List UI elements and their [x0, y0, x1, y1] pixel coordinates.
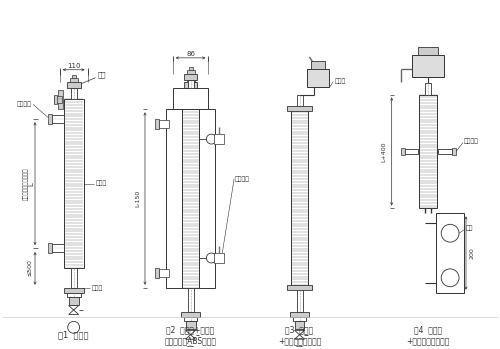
Text: 圖1  基本型: 圖1 基本型 [58, 331, 89, 340]
Bar [420, 95, 437, 208]
Bar [72, 75, 76, 78]
Bar [52, 115, 64, 123]
Bar [166, 109, 216, 288]
Text: 浮子: 浮子 [466, 225, 473, 231]
Bar [58, 90, 63, 109]
Bar [188, 67, 192, 70]
Bar [159, 269, 169, 277]
Bar [186, 321, 196, 329]
Text: 安裝法蘭: 安裝法蘭 [464, 139, 479, 144]
Text: 顯示器: 顯示器 [96, 181, 106, 186]
Bar [452, 148, 456, 155]
Bar [296, 288, 302, 312]
Bar [294, 321, 304, 329]
Bar [188, 75, 192, 78]
Bar [184, 74, 198, 80]
Circle shape [441, 269, 459, 287]
Text: 連接法蘭: 連接法蘭 [17, 102, 32, 107]
Circle shape [441, 224, 459, 242]
Bar [286, 285, 312, 290]
Bar [400, 148, 404, 155]
Circle shape [184, 346, 196, 349]
Circle shape [68, 321, 80, 333]
Bar [292, 318, 306, 321]
Text: 管體: 管體 [98, 72, 106, 78]
Bar [64, 99, 84, 268]
Bar [312, 61, 326, 69]
Bar [426, 83, 432, 95]
Bar [436, 213, 464, 293]
Bar [48, 243, 52, 253]
Circle shape [206, 253, 216, 263]
Bar [188, 88, 194, 109]
Polygon shape [68, 305, 78, 310]
Bar [172, 88, 208, 109]
Bar [70, 88, 76, 99]
Bar [66, 293, 80, 297]
Bar [188, 288, 194, 312]
Bar [182, 109, 200, 288]
Bar [214, 253, 224, 263]
Polygon shape [68, 310, 78, 314]
Polygon shape [294, 335, 304, 339]
Bar [54, 95, 57, 104]
Bar [155, 268, 159, 278]
Bar [66, 82, 80, 88]
Bar [184, 82, 198, 88]
Bar [404, 149, 418, 155]
Text: ≤500: ≤500 [28, 259, 32, 276]
Bar [286, 106, 312, 111]
Bar [182, 109, 200, 288]
Circle shape [294, 346, 306, 349]
Polygon shape [186, 330, 196, 335]
Bar [308, 69, 330, 87]
Bar [418, 47, 438, 55]
Bar [438, 149, 452, 155]
Bar [214, 134, 224, 144]
Bar [180, 312, 201, 318]
Bar [184, 318, 198, 321]
Bar [186, 78, 194, 82]
Text: L+400: L+400 [381, 141, 386, 162]
Bar [70, 268, 76, 288]
Text: 86: 86 [186, 51, 195, 57]
Bar [188, 80, 194, 88]
Bar [48, 114, 52, 124]
Bar [52, 244, 64, 252]
Text: 設置開關: 設置開關 [235, 176, 250, 181]
Bar [64, 288, 84, 293]
Bar [54, 96, 62, 103]
Text: L: L [28, 182, 34, 186]
Bar [70, 78, 78, 82]
Circle shape [206, 134, 216, 144]
Bar [296, 95, 302, 109]
Bar [155, 119, 159, 129]
Polygon shape [186, 335, 196, 339]
Text: 110: 110 [67, 63, 80, 69]
Bar [290, 109, 308, 288]
Text: 排污閥: 排污閥 [92, 285, 102, 290]
Text: 200: 200 [470, 247, 474, 259]
Bar [186, 70, 194, 74]
Text: 變送器: 變送器 [335, 79, 346, 84]
Bar [412, 55, 444, 77]
Text: 圖4  基本型
+電遠傳（頂裝式）: 圖4 基本型 +電遠傳（頂裝式） [406, 326, 450, 345]
Bar [68, 297, 78, 305]
Bar [159, 120, 169, 128]
Text: L-150: L-150 [136, 190, 140, 207]
Text: 圖2  基本型+上下限
開關輸出（ABS材質）: 圖2 基本型+上下限 開關輸出（ABS材質） [164, 326, 216, 345]
Bar [290, 312, 310, 318]
Polygon shape [294, 330, 304, 335]
Text: 安裝間距（測量范圍）: 安裝間距（測量范圍） [24, 168, 29, 200]
Text: 圖3  基本型
+電遠傳（側裝式）: 圖3 基本型 +電遠傳（側裝式） [278, 326, 321, 345]
